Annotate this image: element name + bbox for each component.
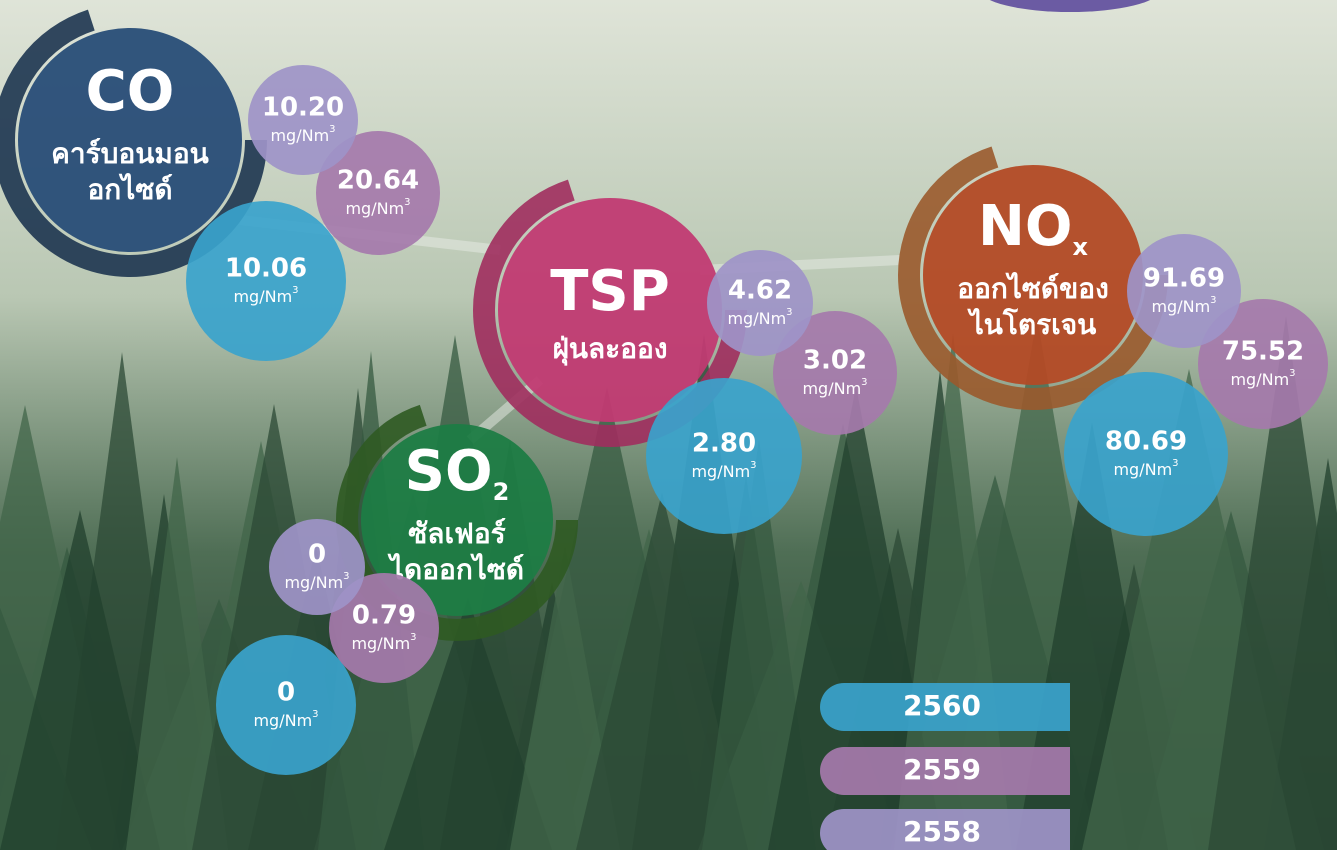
reading-bubble: 10.20mg/Nm3 [248, 65, 358, 175]
unit-power: 3 [404, 197, 410, 208]
unit-power: 3 [750, 460, 756, 471]
symbol-text: NO [978, 194, 1072, 259]
symbol-text: TSP [550, 259, 670, 324]
unit-power: 3 [786, 307, 792, 318]
unit-power: 3 [1289, 368, 1295, 379]
unit-text: mg/Nm [1230, 370, 1289, 389]
unit-power: 3 [1210, 295, 1216, 306]
reading-value: 80.69 [1105, 427, 1187, 457]
symbol-text: CO [86, 59, 175, 124]
reading-value: 20.64 [337, 166, 419, 196]
infographic: COคาร์บอนมอนอกไซด์10.06mg/Nm320.64mg/Nm3… [0, 0, 1337, 850]
page: Emissions infographic html, body { margi… [0, 0, 1337, 850]
reading-value: 75.52 [1222, 337, 1304, 367]
reading-value: 91.69 [1143, 264, 1225, 294]
unit-text: mg/Nm [802, 379, 861, 398]
reading-unit: mg/Nm3 [691, 460, 756, 481]
reading-value: 0.79 [352, 601, 416, 631]
pollutant-name: ไนโตรเจน [967, 307, 1097, 341]
reading-value: 2.80 [692, 429, 756, 459]
reading-unit: mg/Nm3 [802, 377, 867, 398]
unit-text: mg/Nm [1113, 460, 1172, 479]
pollutant-name: อกไซด์ [87, 173, 172, 206]
legend-item: 2560 [820, 683, 1070, 731]
pollutant-name: ซัลเฟอร์ [408, 517, 505, 550]
unit-text: mg/Nm [345, 199, 404, 218]
reading-value: 0 [308, 540, 326, 570]
reading-unit: mg/Nm3 [345, 197, 410, 218]
unit-text: mg/Nm [270, 126, 329, 145]
reading-unit: mg/Nm3 [253, 709, 318, 730]
symbol-text: SO [405, 439, 493, 504]
reading-unit: mg/Nm3 [1230, 368, 1295, 389]
pollutant-symbol: CO [86, 59, 175, 124]
pollutant-symbol: TSP [550, 259, 670, 324]
reading-bubble: 0mg/Nm3 [216, 635, 356, 775]
pollutant-name: ฝุ่นละออง [552, 332, 667, 366]
unit-text: mg/Nm [727, 309, 786, 328]
legend-label: 2560 [903, 689, 981, 722]
unit-text: mg/Nm [284, 573, 343, 592]
legend-label: 2558 [903, 815, 981, 848]
legend-item: 2558 [820, 809, 1070, 850]
reading-value: 10.06 [225, 254, 307, 284]
unit-power: 3 [410, 632, 416, 643]
reading-unit: mg/Nm3 [233, 285, 298, 306]
legend-item: 2559 [820, 747, 1070, 795]
reading-unit: mg/Nm3 [284, 571, 349, 592]
unit-power: 3 [343, 571, 349, 582]
reading-value: 0 [277, 678, 295, 708]
reading-unit: mg/Nm3 [727, 307, 792, 328]
symbol-subscript: 2 [493, 478, 510, 506]
unit-text: mg/Nm [1151, 297, 1210, 316]
unit-text: mg/Nm [233, 287, 292, 306]
pollutant-symbol: NOx [978, 194, 1088, 261]
symbol-subscript: x [1073, 233, 1089, 261]
legend-label: 2559 [903, 753, 981, 786]
unit-power: 3 [312, 709, 318, 720]
unit-text: mg/Nm [691, 462, 750, 481]
pollutant-name: ออกไซด์ของ [957, 272, 1108, 305]
page-body: {"pollutants": [ {"symbol": "CO", "name_… [0, 0, 1337, 850]
reading-value: 4.62 [728, 276, 792, 306]
reading-unit: mg/Nm3 [351, 632, 416, 653]
reading-unit: mg/Nm3 [1151, 295, 1216, 316]
pollutant-name: คาร์บอนมอน [51, 137, 209, 170]
unit-power: 3 [329, 124, 335, 135]
reading-value: 10.20 [262, 93, 344, 123]
unit-power: 3 [292, 285, 298, 296]
unit-text: mg/Nm [351, 634, 410, 653]
reading-unit: mg/Nm3 [1113, 458, 1178, 479]
unit-power: 3 [1172, 458, 1178, 469]
reading-unit: mg/Nm3 [270, 124, 335, 145]
unit-text: mg/Nm [253, 711, 312, 730]
reading-value: 3.02 [803, 346, 867, 376]
unit-power: 3 [861, 377, 867, 388]
reading-bubble: 0mg/Nm3 [269, 519, 365, 615]
